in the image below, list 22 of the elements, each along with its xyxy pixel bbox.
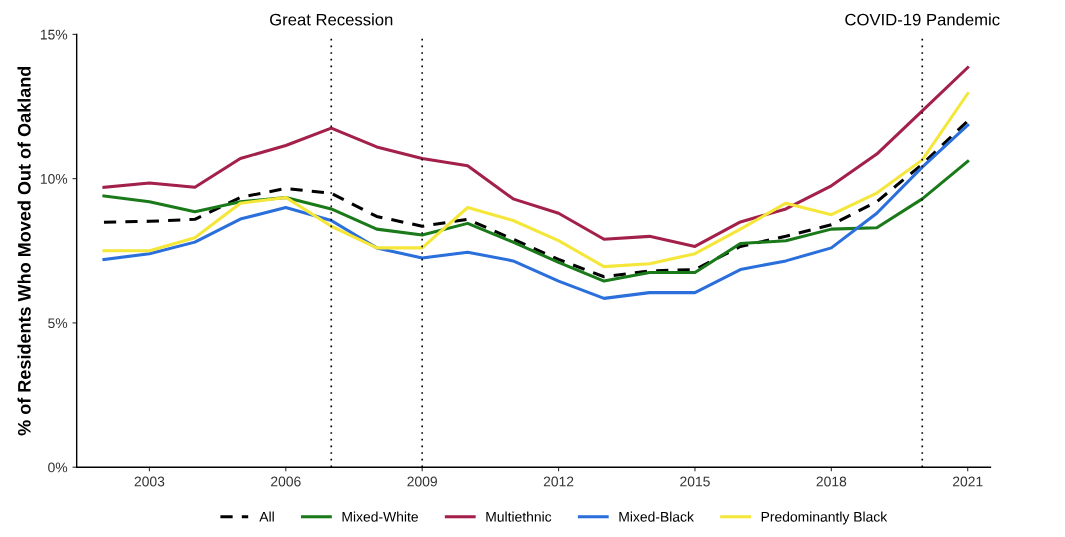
x-tick-label: 2012 <box>543 476 574 487</box>
legend-label: All <box>259 511 274 522</box>
ref-line-label: Great Recession <box>270 13 393 26</box>
y-tick-label: 0% <box>48 462 68 473</box>
x-tick-label: 2015 <box>680 476 710 487</box>
y-axis-title: % of Residents Who Moved Out of Oakland <box>17 66 31 436</box>
ref-line-label: COVID-19 Pandemic <box>845 13 1000 26</box>
legend-label: Predominantly Black <box>761 511 888 525</box>
legend-label: Mixed-White <box>342 511 418 522</box>
legend-label: Mixed-Black <box>619 511 694 522</box>
legend-label: Multiethnic <box>486 511 552 522</box>
line-series <box>102 159 970 283</box>
y-tick-label: 15% <box>40 29 68 40</box>
y-tick-label: 5% <box>48 318 68 329</box>
x-tick-label: 2009 <box>407 476 437 487</box>
x-tick-label: 2003 <box>134 476 165 487</box>
x-tick-label: 2006 <box>271 476 301 487</box>
line-series <box>102 66 970 248</box>
x-tick-label: 2021 <box>952 476 983 487</box>
x-tick-label: 2018 <box>816 476 847 487</box>
line-series <box>102 91 970 269</box>
y-tick-label: 10% <box>40 173 68 184</box>
